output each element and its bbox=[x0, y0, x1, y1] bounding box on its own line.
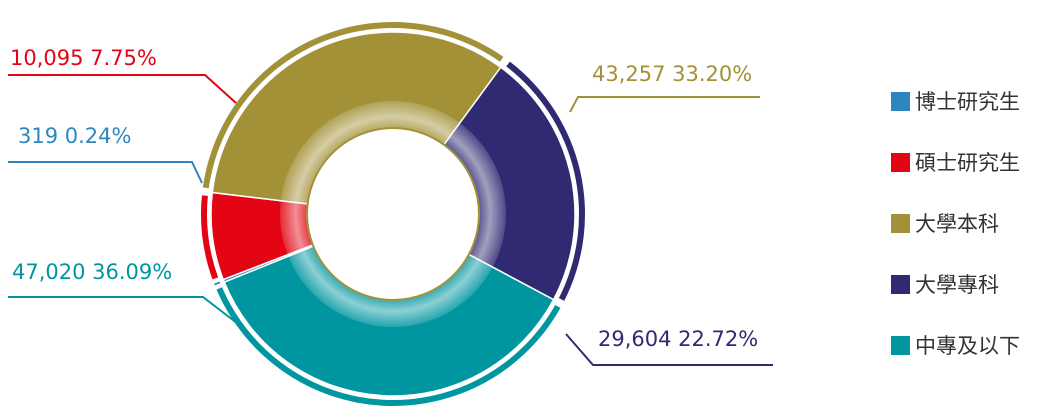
outer-arc-2 bbox=[202, 21, 504, 189]
legend-swatch-1 bbox=[891, 153, 910, 172]
leader-line-0 bbox=[8, 161, 203, 184]
leader-line-3 bbox=[565, 333, 773, 366]
data-label-0: 319 0.24% bbox=[18, 124, 131, 148]
legend-label-0: 博士研究生 bbox=[915, 90, 1020, 114]
data-label-4: 47,020 36.09% bbox=[12, 260, 172, 284]
data-label-1: 10,095 7.75% bbox=[10, 46, 157, 70]
legend-label-1: 碩士研究生 bbox=[915, 151, 1020, 175]
center-ring bbox=[306, 127, 480, 301]
outer-arc-1 bbox=[201, 195, 219, 280]
legend-label-2: 大學本科 bbox=[915, 212, 999, 236]
legend-swatch-3 bbox=[891, 275, 910, 294]
outer-arc-0 bbox=[214, 281, 221, 286]
legend-label-4: 中專及以下 bbox=[915, 334, 1020, 358]
legend-swatch-4 bbox=[891, 336, 910, 355]
leader-line-1 bbox=[8, 74, 237, 104]
outer-ring-arcs bbox=[201, 21, 585, 406]
data-label-3: 29,604 22.72% bbox=[598, 327, 758, 351]
leader-line-2 bbox=[569, 96, 760, 113]
leader-lines bbox=[8, 74, 773, 366]
leader-line-4 bbox=[8, 296, 243, 328]
legend-swatch-0 bbox=[891, 92, 910, 111]
data-label-2: 43,257 33.20% bbox=[592, 62, 752, 86]
data-labels: 319 0.24% 10,095 7.75% 43,257 33.20% 29,604… bbox=[10, 46, 758, 351]
legend-swatch-2 bbox=[891, 214, 910, 233]
legend-label-3: 大學專科 bbox=[915, 273, 999, 297]
